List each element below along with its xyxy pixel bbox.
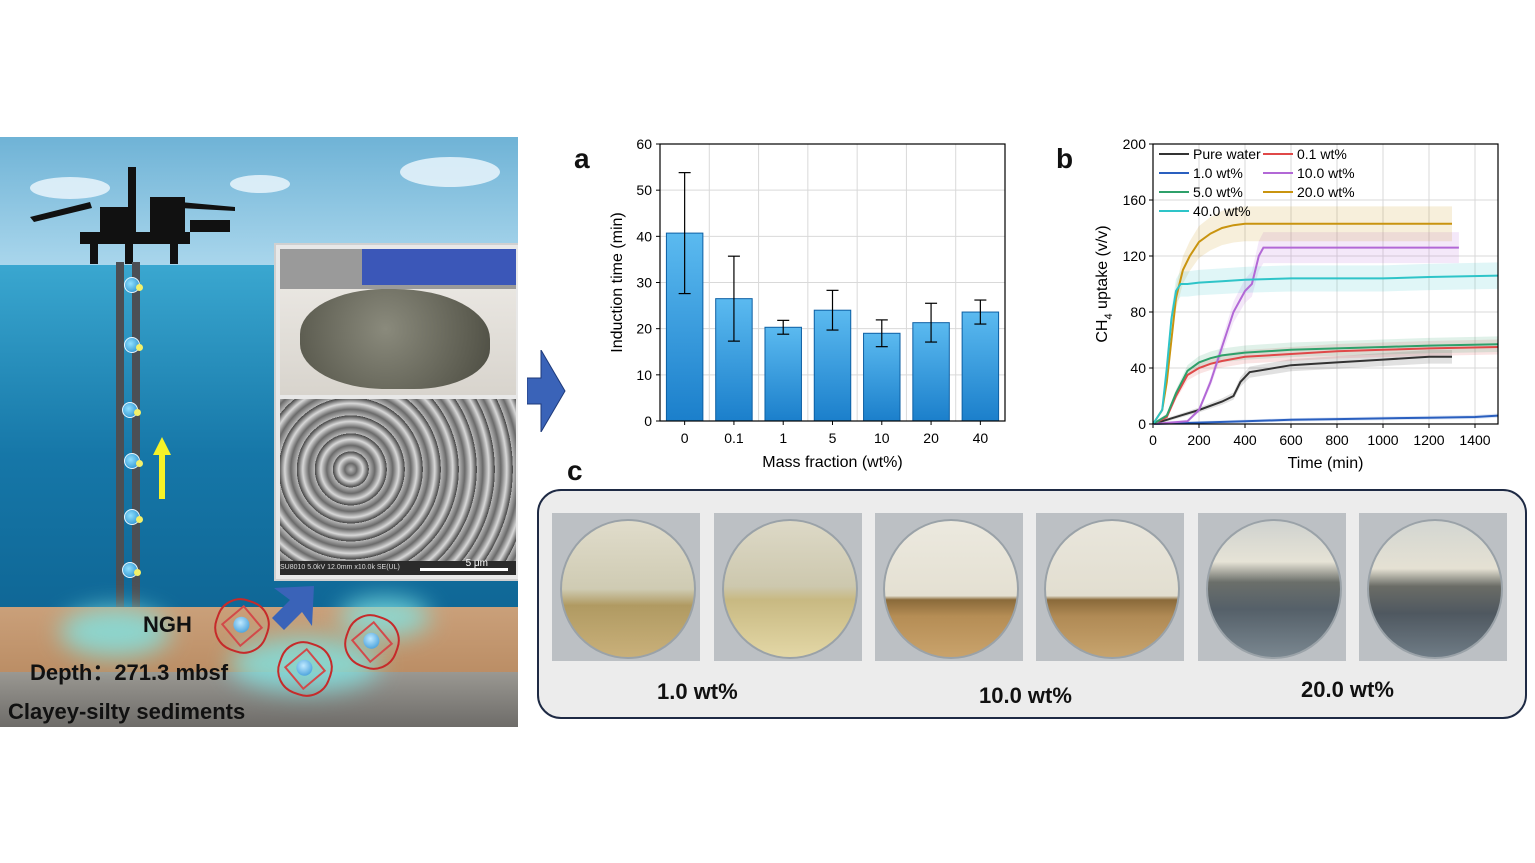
bar xyxy=(863,332,901,422)
scale-label: 5 μm xyxy=(465,558,488,569)
reactor-photo xyxy=(1036,513,1184,661)
caption-10wt: 10.0 wt% xyxy=(979,683,1072,708)
series-line xyxy=(1152,274,1499,425)
legend-label: 5.0 wt% xyxy=(1193,184,1243,200)
y-tick-label: 160 xyxy=(1123,192,1147,208)
series-line xyxy=(1152,222,1452,425)
hydrate-molecule-icon xyxy=(124,277,143,293)
y-tick-label: 40 xyxy=(1130,360,1146,376)
panel-letter-b: b xyxy=(1056,143,1074,174)
bar xyxy=(961,311,1000,422)
x-axis-label: Time (min) xyxy=(1288,455,1364,472)
induction-time-bar-chart: 0 10 20 30 40 50 60 0 0.1 1 5 10 20 40 Mass fraction (… xyxy=(609,136,1006,471)
y-tick-label: 50 xyxy=(636,182,652,198)
right-arrow-icon xyxy=(527,350,566,432)
reactor-photo xyxy=(552,513,700,661)
error-band xyxy=(1153,232,1459,424)
x-tick-label: 10 xyxy=(874,430,890,446)
x-tick-label: 400 xyxy=(1233,432,1257,448)
error-band xyxy=(1153,339,1498,424)
caption-1wt: 1.0 wt% xyxy=(657,679,738,704)
hydrate-molecule-icon xyxy=(124,453,143,469)
x-tick-label: 600 xyxy=(1279,432,1303,448)
x-tick-label: 0 xyxy=(1149,432,1157,448)
reactor-photo xyxy=(1198,513,1346,661)
visual-observation-panel: 1.0 wt% 10.0 wt% 20.0 wt% xyxy=(537,489,1527,719)
scale-bar xyxy=(420,568,508,571)
x-tick-label: 20 xyxy=(923,430,939,446)
diagonal-arrow-icon xyxy=(272,586,314,630)
legend-label: Pure water xyxy=(1193,146,1261,162)
y-tick-label: 40 xyxy=(636,228,652,244)
reactor-photo xyxy=(1359,513,1507,661)
y-tick-label: 30 xyxy=(636,275,652,291)
seabed-illustration: NGH Depth：271.3 mbsf Clayey-silty sedime… xyxy=(0,137,518,727)
sem-info-bar: SU8010 5.0kV 12.0mm x10.0k SE(UL) xyxy=(280,561,516,575)
series-line xyxy=(1152,246,1459,425)
y-tick-label: 0 xyxy=(1138,416,1146,432)
sediment-core xyxy=(300,289,490,389)
legend-label: 20.0 wt% xyxy=(1297,184,1355,200)
cloud xyxy=(230,175,290,193)
reactor-photo xyxy=(714,513,862,661)
x-axis-label: Mass fraction (wt%) xyxy=(762,454,902,471)
x-tick-label: 1 xyxy=(779,430,787,446)
panel-letter-c: c xyxy=(567,455,583,486)
depth-label: Depth：271.3 mbsf xyxy=(30,660,229,685)
sample-photo-panel: SU8010 5.0kV 12.0mm x10.0k SE(UL) 5 μm xyxy=(274,243,518,581)
cloud xyxy=(30,177,110,199)
x-tick-label: 1000 xyxy=(1367,432,1398,448)
hydrate-zone xyxy=(60,607,170,657)
y-tick-label: 0 xyxy=(644,413,652,429)
x-tick-label: 0.1 xyxy=(724,430,744,446)
hydrate-molecule-icon xyxy=(124,509,143,525)
hydrate-molecule-icon xyxy=(124,337,143,353)
series-line xyxy=(1152,414,1499,425)
y-tick-label: 10 xyxy=(636,367,652,383)
y-tick-label: 20 xyxy=(636,321,652,337)
x-tick-label: 200 xyxy=(1187,432,1211,448)
well-pipe xyxy=(116,262,124,652)
bar xyxy=(764,326,802,422)
methane-uptake-line-chart: 0 40 80 120 160 200 0 200 400 600 800 1000 1200 1400 P… xyxy=(1094,136,1499,472)
legend-label: 0.1 wt% xyxy=(1297,146,1347,162)
core-sample-photo xyxy=(280,249,516,395)
ngh-label: NGH xyxy=(143,612,192,637)
x-tick-label: 40 xyxy=(973,430,989,446)
x-tick-label: 0 xyxy=(681,430,689,446)
x-tick-label: 800 xyxy=(1325,432,1349,448)
error-band xyxy=(1153,206,1452,424)
sem-image: SU8010 5.0kV 12.0mm x10.0k SE(UL) 5 μm xyxy=(280,399,516,575)
panel-letter-a: a xyxy=(574,143,590,174)
sediment-label: Clayey-silty sediments xyxy=(8,699,246,724)
drilling-platform-icon xyxy=(30,167,235,264)
series-line xyxy=(1152,343,1499,425)
x-tick-label: 1400 xyxy=(1459,432,1490,448)
y-tick-label: 120 xyxy=(1123,248,1147,264)
reactor-photo xyxy=(875,513,1023,661)
up-arrow-icon xyxy=(153,437,171,499)
y-axis-label: Induction time (min) xyxy=(609,212,626,353)
x-tick-label: 1200 xyxy=(1413,432,1444,448)
plot-frame xyxy=(1152,143,1499,425)
y-axis-label: CH4 uptake (v/v) xyxy=(1094,225,1115,342)
error-band xyxy=(1153,262,1498,424)
hydrate-molecule-icon xyxy=(122,402,141,418)
y-tick-label: 80 xyxy=(1130,304,1146,320)
plot-frame xyxy=(659,143,1006,422)
series-line xyxy=(1152,346,1499,425)
y-tick-label: 200 xyxy=(1123,136,1147,152)
legend-label: 1.0 wt% xyxy=(1193,165,1243,181)
legend-label: 40.0 wt% xyxy=(1193,203,1251,219)
y-tick-label: 60 xyxy=(636,136,652,152)
caption-20wt: 20.0 wt% xyxy=(1301,677,1394,702)
series-line xyxy=(1152,355,1452,425)
legend-label: 10.0 wt% xyxy=(1297,165,1355,181)
cloud xyxy=(400,157,500,187)
hydrate-molecule-icon xyxy=(122,562,141,578)
x-tick-label: 5 xyxy=(829,430,837,446)
